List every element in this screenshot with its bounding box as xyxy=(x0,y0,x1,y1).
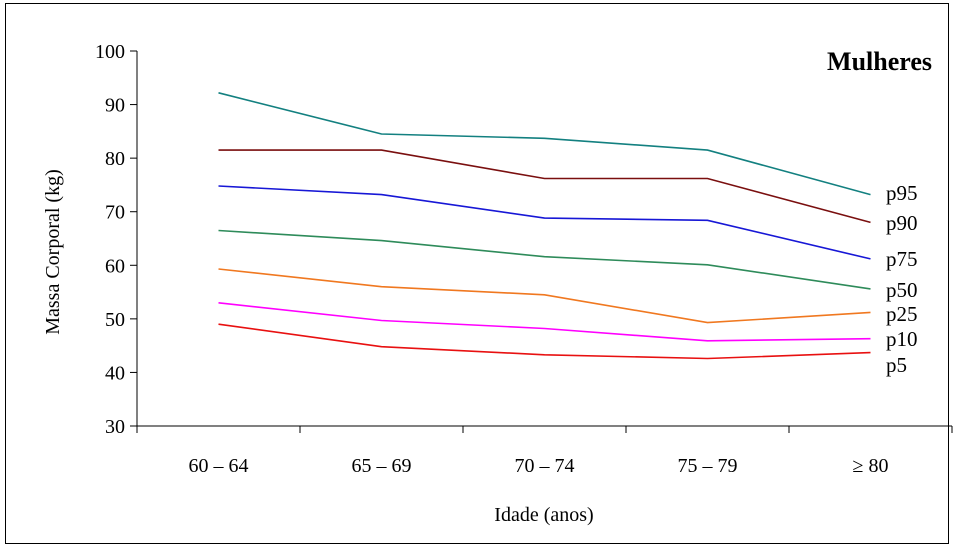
y-tick-label: 30 xyxy=(105,416,125,438)
chart-title: Mulheres xyxy=(827,47,932,76)
series-line-p95 xyxy=(218,92,871,196)
series-line-p90 xyxy=(218,149,871,224)
series-label-p95: p95 xyxy=(886,181,918,205)
x-tick-label: 60 – 64 xyxy=(189,455,249,477)
x-tick-label: 65 – 69 xyxy=(352,455,412,477)
series-label-p10: p10 xyxy=(886,327,918,351)
x-tick-label: 70 – 74 xyxy=(515,455,575,477)
y-tick-label: 90 xyxy=(105,95,125,117)
y-tick-label: 100 xyxy=(95,41,125,63)
series-line-p5 xyxy=(218,323,871,360)
series-line-p75 xyxy=(218,185,871,260)
series-label-p90: p90 xyxy=(886,211,918,235)
y-tick-label: 40 xyxy=(105,362,125,384)
series-lines xyxy=(218,92,871,360)
series-label-p75: p75 xyxy=(886,247,918,271)
x-tick-label: ≥ 80 xyxy=(853,455,889,477)
series-line-p25 xyxy=(218,268,871,324)
series-line-p50 xyxy=(218,229,871,290)
y-tick-label: 70 xyxy=(105,202,125,224)
series-label-p50: p50 xyxy=(886,278,918,302)
y-axis-title: Massa Corporal (kg) xyxy=(42,169,64,335)
series-label-p25: p25 xyxy=(886,302,918,326)
y-tick-label: 80 xyxy=(105,148,125,170)
axes: 30 40 50 60 70 80 90 100 60 – 64 65 – 69 70 – 74 75… xyxy=(95,41,953,477)
y-tick-label: 60 xyxy=(105,255,125,277)
series-label-p5: p5 xyxy=(886,353,907,377)
y-tick-label: 50 xyxy=(105,309,125,331)
series-line-p10 xyxy=(218,302,871,342)
x-axis-title: Idade (anos) xyxy=(494,504,593,526)
chart-frame xyxy=(5,3,949,544)
x-tick-label: 75 – 79 xyxy=(678,455,738,477)
